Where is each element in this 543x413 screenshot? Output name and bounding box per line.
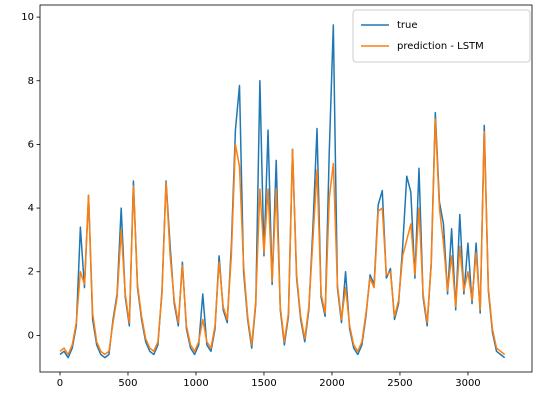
- legend-label: prediction - LSTM: [397, 41, 484, 52]
- x-tick-label: 1500: [251, 378, 276, 389]
- y-tick-label: 4: [28, 203, 34, 214]
- y-tick-label: 0: [28, 330, 34, 341]
- plot-frame: [39, 4, 533, 373]
- x-tick-label: 2000: [319, 378, 344, 389]
- x-tick-label: 0: [57, 378, 63, 389]
- legend-box: [352, 9, 531, 63]
- line-series: [59, 118, 506, 356]
- y-tick-label: 10: [21, 12, 34, 23]
- x-tick-label: 2500: [387, 378, 412, 389]
- legend-label: true: [397, 20, 418, 31]
- y-tick-label: 8: [28, 76, 34, 87]
- x-tick-label: 3000: [455, 378, 480, 389]
- y-tick-label: 2: [28, 267, 34, 278]
- x-tick-label: 500: [118, 378, 137, 389]
- x-tick-label: 1000: [183, 378, 208, 389]
- y-tick-label: 6: [28, 139, 34, 150]
